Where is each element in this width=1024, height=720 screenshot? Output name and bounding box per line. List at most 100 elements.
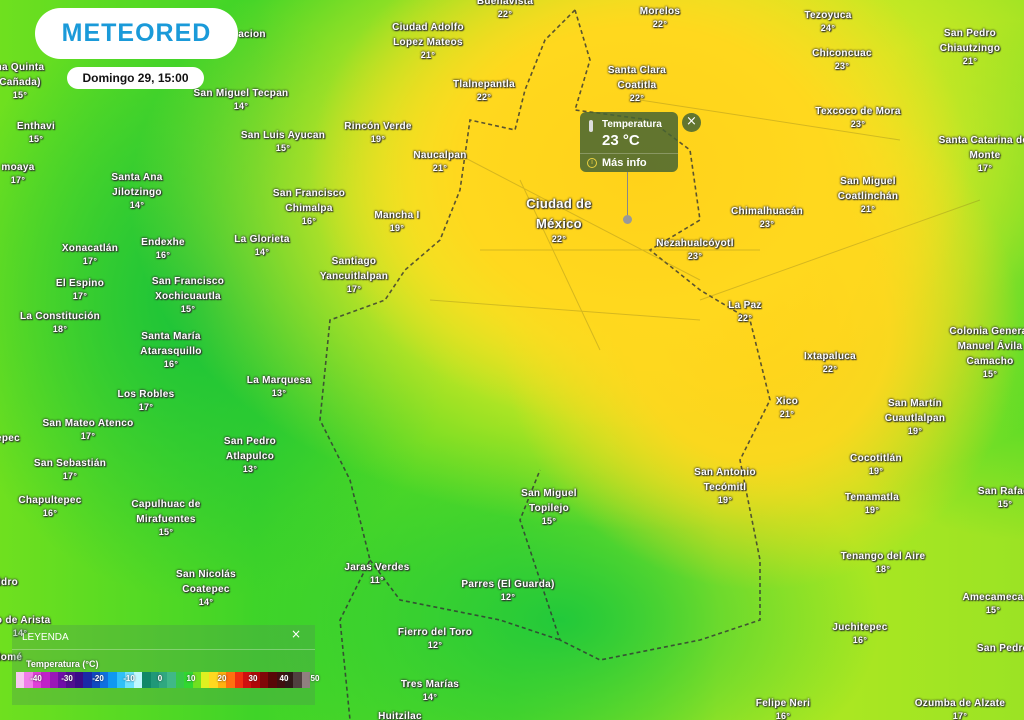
place-temperature: 22° [497, 9, 513, 19]
place-label[interactable]: La Glorieta 14° [234, 232, 290, 257]
place-label[interactable]: ldro [0, 575, 18, 590]
place-label[interactable]: moaya 17° [1, 160, 34, 185]
place-temperature: 15° [985, 605, 1001, 615]
place-label[interactable]: Santa Ana Jilotzingo 14° [111, 170, 162, 210]
place-label[interactable]: San Francisco Xochicuautla 15° [152, 274, 224, 314]
place-label[interactable]: go de Arista 14° [0, 613, 51, 638]
place-label[interactable]: San Pedro [977, 641, 1024, 656]
place-label[interactable]: Enthavi 15° [17, 119, 55, 144]
scale-swatch [259, 672, 269, 688]
place-label[interactable]: na Quinta Cañada) 15° [0, 60, 44, 100]
place-label[interactable]: Tezoyuca 24° [804, 8, 851, 33]
place-label[interactable]: San Pedro Atlapulco 13° [224, 434, 276, 474]
place-label[interactable]: Felipe Neri 16° [756, 696, 810, 720]
place-name: Parres (El Guarda) [461, 579, 555, 590]
place-label[interactable]: Rincón Verde 19° [344, 119, 412, 144]
place-temperature: 16° [301, 216, 317, 226]
place-label[interactable]: Parres (El Guarda) 12° [461, 577, 554, 602]
place-label[interactable]: Santiago Yancuitlalpan 17° [320, 254, 388, 294]
place-label[interactable]: Ciudad de México 22° [526, 194, 592, 244]
place-temperature: 15° [982, 369, 998, 379]
place-name: San Mateo Atenco [42, 418, 134, 429]
place-label[interactable]: San Mateo Atenco 17° [42, 416, 133, 441]
place-label[interactable]: San Luis Ayucan 15° [241, 128, 325, 153]
place-label[interactable]: epec [0, 431, 20, 446]
place-label[interactable]: San Miguel Tecpan 14° [194, 86, 289, 111]
legend-divider [12, 649, 315, 650]
place-label[interactable]: San Pedro Chiautzingo 21° [940, 26, 1001, 66]
place-label[interactable]: Juchitepec 16° [832, 620, 887, 645]
place-temperature: 23° [834, 61, 850, 71]
place-label[interactable]: Temamatla 19° [845, 490, 899, 515]
scale-swatch [276, 672, 285, 688]
place-temperature: 19° [907, 426, 923, 436]
place-label[interactable]: San Miguel Topilejo 15° [521, 486, 577, 526]
forecast-datetime[interactable]: Domingo 29, 15:00 [67, 67, 204, 89]
place-label[interactable]: San Francisco Chimalpa 16° [273, 186, 345, 226]
place-label[interactable]: acion [238, 27, 266, 42]
place-label[interactable]: Tenango del Aire 18° [841, 549, 926, 574]
place-name: Chimalpa [285, 203, 333, 214]
place-name: Coatitla [617, 80, 657, 91]
place-label[interactable]: Xico 21° [776, 394, 798, 419]
place-temperature: 14° [254, 247, 270, 257]
more-info-link[interactable]: Más info [602, 157, 647, 169]
place-label[interactable]: San Rafael 15° [978, 484, 1024, 509]
place-label[interactable]: Naucalpan 21° [413, 148, 466, 173]
place-label[interactable]: Ciudad Adolfo Lopez Mateos 21° [392, 20, 464, 60]
place-label[interactable]: San Nicolás Coatepec 14° [176, 567, 236, 607]
place-label[interactable]: El Espino 17° [56, 276, 104, 301]
place-label[interactable]: La Paz 22° [728, 298, 761, 323]
place-label[interactable]: Xonacatlán 17° [62, 241, 118, 266]
place-label[interactable]: Fierro del Toro 12° [398, 625, 472, 650]
place-name: Monte [969, 150, 1001, 161]
place-label[interactable]: Colonia General Manuel Ávila Camacho 15° [949, 324, 1024, 379]
place-name: Temamatla [844, 492, 900, 503]
place-temperature: 22° [476, 92, 492, 102]
place-label[interactable]: San Martín Cuautlalpan 19° [885, 396, 946, 436]
place-label[interactable]: Ixtapaluca 22° [804, 349, 856, 374]
place-label[interactable]: lomé [0, 650, 22, 665]
meteored-logo[interactable]: METEORED [35, 8, 238, 59]
place-label[interactable]: Santa María Atarasquillo 16° [140, 329, 201, 369]
place-label[interactable]: Los Robles 17° [118, 387, 175, 412]
place-label[interactable]: Tlalnepantla 22° [453, 77, 515, 102]
place-temperature: 17° [10, 175, 26, 185]
place-label[interactable]: San Sebastián 17° [34, 456, 106, 481]
place-label[interactable]: La Constitución 18° [20, 309, 100, 334]
place-label[interactable]: San Antonio Tecómitl 19° [694, 465, 756, 505]
place-label[interactable]: Chiconcuac 23° [812, 46, 872, 71]
place-label[interactable]: Nezahualcóyotl 23° [656, 236, 734, 261]
place-label[interactable]: Tres Marías 14° [401, 677, 459, 702]
location-pin[interactable] [623, 215, 632, 224]
place-label[interactable]: Santa Catarina del Monte 17° [939, 133, 1024, 173]
place-label[interactable]: Santa Clara Coatitla 22° [608, 63, 666, 103]
place-label[interactable]: Chapultepec 16° [18, 493, 81, 518]
place-name: Ciudad de [526, 196, 592, 211]
place-temperature: 17° [977, 163, 993, 173]
place-name: Chiautzingo [939, 43, 1001, 54]
place-temperature: 19° [370, 134, 386, 144]
place-label[interactable]: Cocotitlán 19° [850, 451, 902, 476]
popup-close-button[interactable]: × [682, 113, 701, 132]
place-label[interactable]: San Miguel Coatlinchán 21° [838, 174, 899, 214]
scale-swatch [150, 672, 159, 688]
place-temperature: 16° [775, 711, 791, 720]
place-label[interactable]: Jaras Verdes 11° [344, 560, 409, 585]
place-temperature: 18° [875, 564, 891, 574]
place-label[interactable]: Amecameca 15° [962, 590, 1023, 615]
place-label[interactable]: Mancha I 19° [374, 208, 419, 233]
place-label[interactable]: Endexhe 16° [141, 235, 185, 260]
place-label[interactable]: Capulhuac de Mirafuentes 15° [131, 497, 200, 537]
place-label[interactable]: Buenavista 22° [477, 0, 533, 19]
place-label[interactable]: Chimalhuacán 23° [731, 204, 803, 229]
place-temperature: 18° [52, 324, 68, 334]
place-label[interactable]: Huitzilac [378, 709, 422, 720]
scale-swatch [293, 672, 302, 688]
legend-close-button[interactable]: × [290, 627, 301, 641]
place-label[interactable]: Ozumba de Alzate 17° [915, 696, 1006, 720]
place-label[interactable]: Texcoco de Mora 23° [815, 104, 900, 129]
place-label[interactable]: La Marquesa 13° [247, 373, 311, 398]
place-label[interactable]: Morelos 22° [640, 4, 680, 29]
